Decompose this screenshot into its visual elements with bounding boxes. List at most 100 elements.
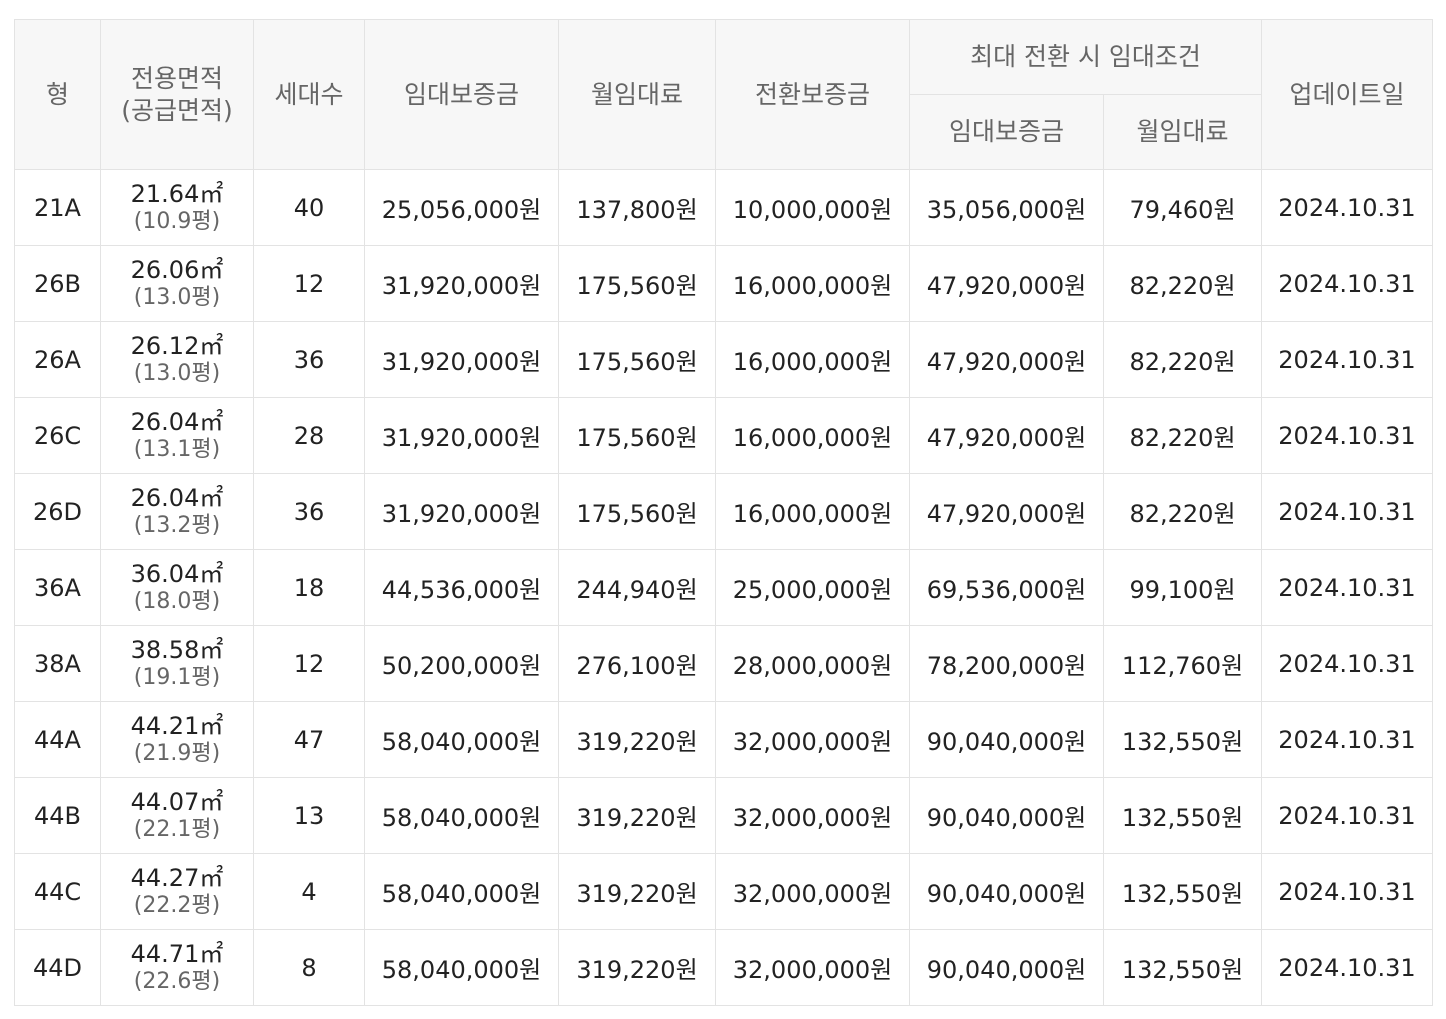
cell-area: 44.21㎡ (21.9평): [100, 701, 254, 778]
cell-conversion-deposit: 32,000,000원: [715, 777, 910, 854]
cell-max-monthly-rent: 82,220원: [1103, 321, 1262, 398]
area-exclusive: 26.04㎡: [130, 407, 224, 436]
cell-monthly-rent: 175,560원: [558, 397, 716, 474]
table-row: 36A 36.04㎡ (18.0평) 18 44,536,000원 244,940원 25,…: [14, 549, 1433, 626]
cell-type: 26D: [14, 473, 101, 550]
cell-monthly-rent: 319,220원: [558, 701, 716, 778]
cell-max-monthly-rent: 99,100원: [1103, 549, 1262, 626]
area-supply-pyeong: (10.9평): [133, 208, 221, 234]
cell-max-monthly-rent: 132,550원: [1103, 701, 1262, 778]
area-supply-pyeong: (13.1평): [133, 436, 221, 462]
area-exclusive: 21.64㎡: [130, 179, 224, 208]
header-max-conversion-group: 최대 전환 시 임대조건: [909, 19, 1262, 95]
table-row: 21A 21.64㎡ (10.9평) 40 25,056,000원 137,800원 10,…: [14, 169, 1433, 246]
cell-conversion-deposit: 32,000,000원: [715, 701, 910, 778]
cell-households: 4: [253, 853, 365, 930]
cell-updated: 2024.10.31: [1261, 169, 1433, 246]
table-row: 44D 44.71㎡ (22.6평) 8 58,040,000원 319,220원 32,0…: [14, 929, 1433, 1006]
rental-conditions-table: 형 전용면적 (공급면적) 세대수 임대보증금 월임대료 전환보증금 최대 전환…: [14, 19, 1433, 1006]
cell-area: 26.12㎡ (13.0평): [100, 321, 254, 398]
table-row: 26C 26.04㎡ (13.1평) 28 31,920,000원 175,560원 16,…: [14, 397, 1433, 474]
area-supply-pyeong: (19.1평): [133, 664, 221, 690]
cell-type: 38A: [14, 625, 101, 702]
area-supply-pyeong: (13.0평): [133, 360, 221, 386]
cell-conversion-deposit: 10,000,000원: [715, 169, 910, 246]
cell-max-deposit: 90,040,000원: [909, 701, 1104, 778]
cell-conversion-deposit: 16,000,000원: [715, 245, 910, 322]
cell-updated: 2024.10.31: [1261, 929, 1433, 1006]
cell-max-monthly-rent: 82,220원: [1103, 245, 1262, 322]
cell-households: 18: [253, 549, 365, 626]
cell-deposit: 25,056,000원: [364, 169, 559, 246]
cell-max-monthly-rent: 132,550원: [1103, 777, 1262, 854]
header-households: 세대수: [253, 19, 365, 170]
cell-conversion-deposit: 32,000,000원: [715, 929, 910, 1006]
cell-conversion-deposit: 25,000,000원: [715, 549, 910, 626]
cell-monthly-rent: 319,220원: [558, 777, 716, 854]
cell-max-monthly-rent: 132,550원: [1103, 853, 1262, 930]
cell-type: 44D: [14, 929, 101, 1006]
area-supply-pyeong: (21.9평): [133, 740, 221, 766]
area-supply-pyeong: (22.6평): [133, 968, 221, 994]
cell-max-deposit: 47,920,000원: [909, 473, 1104, 550]
cell-area: 38.58㎡ (19.1평): [100, 625, 254, 702]
cell-max-monthly-rent: 79,460원: [1103, 169, 1262, 246]
cell-deposit: 31,920,000원: [364, 473, 559, 550]
cell-updated: 2024.10.31: [1261, 321, 1433, 398]
header-area: 전용면적 (공급면적): [100, 19, 254, 170]
area-supply-pyeong: (18.0평): [133, 588, 221, 614]
cell-deposit: 58,040,000원: [364, 701, 559, 778]
cell-updated: 2024.10.31: [1261, 701, 1433, 778]
cell-updated: 2024.10.31: [1261, 397, 1433, 474]
cell-type: 36A: [14, 549, 101, 626]
cell-monthly-rent: 276,100원: [558, 625, 716, 702]
header-updated: 업데이트일: [1261, 19, 1433, 170]
cell-households: 12: [253, 245, 365, 322]
cell-conversion-deposit: 16,000,000원: [715, 397, 910, 474]
cell-monthly-rent: 244,940원: [558, 549, 716, 626]
cell-max-monthly-rent: 82,220원: [1103, 473, 1262, 550]
header-area-line2: (공급면적): [121, 95, 233, 125]
cell-max-monthly-rent: 82,220원: [1103, 397, 1262, 474]
area-exclusive: 26.04㎡: [130, 483, 224, 512]
cell-households: 47: [253, 701, 365, 778]
cell-max-deposit: 69,536,000원: [909, 549, 1104, 626]
header-type: 형: [14, 19, 101, 170]
table-row: 26B 26.06㎡ (13.0평) 12 31,920,000원 175,560원 16,…: [14, 245, 1433, 322]
area-exclusive: 44.71㎡: [130, 939, 224, 968]
cell-type: 21A: [14, 169, 101, 246]
cell-type: 44C: [14, 853, 101, 930]
cell-type: 26C: [14, 397, 101, 474]
cell-area: 44.07㎡ (22.1평): [100, 777, 254, 854]
cell-updated: 2024.10.31: [1261, 625, 1433, 702]
cell-area: 26.04㎡ (13.1평): [100, 397, 254, 474]
table-body: 21A 21.64㎡ (10.9평) 40 25,056,000원 137,800원 10,…: [14, 169, 1433, 1006]
area-exclusive: 44.27㎡: [130, 863, 224, 892]
area-supply-pyeong: (22.2평): [133, 892, 221, 918]
cell-area: 44.27㎡ (22.2평): [100, 853, 254, 930]
cell-type: 26B: [14, 245, 101, 322]
cell-area: 36.04㎡ (18.0평): [100, 549, 254, 626]
cell-households: 36: [253, 473, 365, 550]
cell-max-deposit: 78,200,000원: [909, 625, 1104, 702]
cell-deposit: 31,920,000원: [364, 397, 559, 474]
cell-max-deposit: 90,040,000원: [909, 929, 1104, 1006]
cell-deposit: 58,040,000원: [364, 929, 559, 1006]
cell-monthly-rent: 319,220원: [558, 853, 716, 930]
header-area-line1: 전용면적: [130, 63, 223, 93]
rental-table-container: 형 전용면적 (공급면적) 세대수 임대보증금 월임대료 전환보증금 최대 전환…: [14, 19, 1433, 1006]
cell-area: 21.64㎡ (10.9평): [100, 169, 254, 246]
area-exclusive: 44.21㎡: [130, 711, 224, 740]
cell-deposit: 58,040,000원: [364, 853, 559, 930]
cell-area: 44.71㎡ (22.6평): [100, 929, 254, 1006]
header-max-deposit: 임대보증금: [909, 94, 1104, 170]
cell-monthly-rent: 137,800원: [558, 169, 716, 246]
cell-type: 44B: [14, 777, 101, 854]
cell-updated: 2024.10.31: [1261, 853, 1433, 930]
cell-monthly-rent: 175,560원: [558, 245, 716, 322]
cell-max-deposit: 90,040,000원: [909, 777, 1104, 854]
area-exclusive: 38.58㎡: [130, 635, 224, 664]
cell-households: 36: [253, 321, 365, 398]
table-row: 26A 26.12㎡ (13.0평) 36 31,920,000원 175,560원 16,…: [14, 321, 1433, 398]
cell-monthly-rent: 319,220원: [558, 929, 716, 1006]
